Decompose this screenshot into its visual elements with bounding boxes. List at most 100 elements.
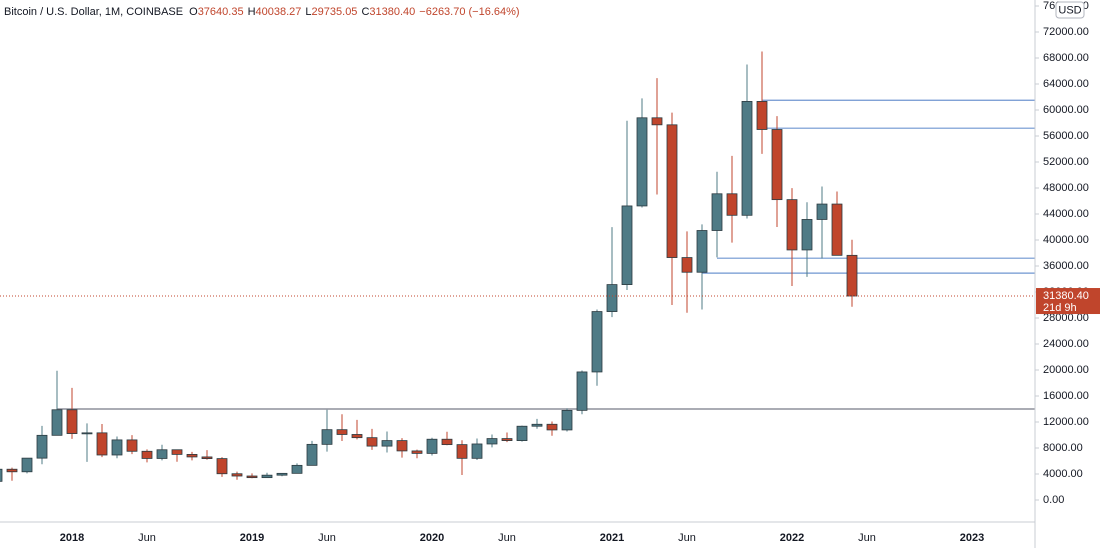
y-tick-label: 8000.00 bbox=[1043, 442, 1083, 454]
candle-body bbox=[156, 449, 168, 459]
candle-body bbox=[321, 429, 333, 445]
last-price-box bbox=[1036, 288, 1100, 315]
y-tick-label: 28000.00 bbox=[1043, 312, 1089, 324]
candle-body bbox=[516, 425, 528, 441]
candle-body bbox=[696, 230, 708, 273]
y-tick-label: 4000.00 bbox=[1043, 468, 1083, 480]
legend-header: Bitcoin / U.S. Dollar, 1M, COINBASE bbox=[4, 6, 183, 18]
candle-body bbox=[81, 432, 93, 435]
ohlc-value: 37640.35 bbox=[198, 6, 244, 18]
y-tick-label: 60000.00 bbox=[1043, 104, 1089, 116]
plot-area bbox=[0, 51, 1035, 482]
candle-body bbox=[66, 409, 78, 434]
candle-body bbox=[531, 423, 543, 427]
candle-body bbox=[771, 129, 783, 201]
currency-box bbox=[1055, 1, 1085, 19]
x-tick-label: 2018 bbox=[60, 532, 84, 544]
candle-body bbox=[681, 257, 693, 273]
candle-body bbox=[711, 193, 723, 231]
candle-body bbox=[606, 284, 618, 312]
candle-body bbox=[6, 468, 18, 473]
candle-body bbox=[576, 371, 588, 411]
ohlc-key: O bbox=[189, 6, 198, 18]
y-tick-label: 68000.00 bbox=[1043, 52, 1089, 64]
ohlc-key: H bbox=[248, 6, 256, 18]
x-tick-label: 2023 bbox=[960, 532, 984, 544]
candle-body bbox=[201, 456, 213, 459]
y-tick-label: 52000.00 bbox=[1043, 156, 1089, 168]
bar-countdown: 21d 9h bbox=[1043, 302, 1077, 314]
candle-body bbox=[366, 437, 378, 447]
candle-body bbox=[456, 444, 468, 459]
x-tick-label: 2021 bbox=[600, 532, 624, 544]
y-tick-label: 72000.00 bbox=[1043, 26, 1089, 38]
candle-body bbox=[396, 440, 408, 452]
y-tick-label: 16000.00 bbox=[1043, 390, 1089, 402]
candle-body bbox=[441, 438, 453, 446]
candle-body bbox=[621, 205, 633, 285]
candle-body bbox=[291, 464, 303, 474]
candle-body bbox=[231, 473, 243, 477]
candle-body bbox=[351, 434, 363, 439]
candle-body bbox=[726, 193, 738, 216]
candle-body bbox=[801, 219, 813, 251]
candle-body bbox=[651, 117, 663, 126]
candle-body bbox=[411, 450, 423, 454]
y-tick-label: 40000.00 bbox=[1043, 234, 1089, 246]
candle-body bbox=[381, 440, 393, 447]
candle-body bbox=[21, 457, 33, 473]
y-tick-label: 12000.00 bbox=[1043, 416, 1089, 428]
symbol-title: Bitcoin / U.S. Dollar, 1M, COINBASE bbox=[4, 6, 183, 18]
candle-body bbox=[51, 409, 63, 436]
candle-body bbox=[786, 199, 798, 251]
ohlc-value: 40038.27 bbox=[256, 6, 302, 18]
x-tick-label: 2020 bbox=[420, 532, 444, 544]
candle-body bbox=[171, 449, 183, 455]
candle-body bbox=[246, 475, 258, 479]
candle-body bbox=[36, 434, 48, 459]
candle-body bbox=[216, 458, 228, 475]
candle-body bbox=[96, 432, 108, 456]
x-tick-label: 2022 bbox=[780, 532, 804, 544]
candle-body bbox=[336, 429, 348, 435]
candle-body bbox=[0, 468, 3, 482]
candle-body bbox=[261, 474, 273, 479]
y-tick-label: 44000.00 bbox=[1043, 208, 1089, 220]
y-tick-label: 36000.00 bbox=[1043, 260, 1089, 272]
ohlc-key: L bbox=[305, 6, 311, 18]
candle-body bbox=[306, 443, 318, 466]
candle-body bbox=[666, 124, 678, 258]
y-tick-label: 0.00 bbox=[1043, 494, 1064, 506]
candle-body bbox=[831, 203, 843, 256]
ohlc-key: C bbox=[361, 6, 369, 18]
x-tick-label: Jun bbox=[138, 532, 156, 544]
price-change: −6263.70 (−16.64%) bbox=[419, 6, 519, 18]
ohlc-value: 29735.05 bbox=[312, 6, 358, 18]
candle-body bbox=[846, 254, 858, 297]
candle-body bbox=[276, 472, 288, 476]
candle-body bbox=[186, 454, 198, 458]
candle-body bbox=[636, 117, 648, 207]
candle-body bbox=[741, 101, 753, 216]
candle-body bbox=[426, 438, 438, 454]
candle-body bbox=[561, 409, 573, 431]
y-tick-label: 20000.00 bbox=[1043, 364, 1089, 376]
candle-body bbox=[111, 439, 123, 456]
candle-body bbox=[501, 438, 513, 441]
x-tick-label: Jun bbox=[858, 532, 876, 544]
y-tick-label: 64000.00 bbox=[1043, 78, 1089, 90]
candle-body bbox=[816, 203, 828, 220]
candle-body bbox=[141, 450, 153, 459]
x-tick-label: 2019 bbox=[240, 532, 264, 544]
candle-body bbox=[486, 438, 498, 445]
candle-body bbox=[126, 439, 138, 452]
candle-body bbox=[546, 423, 558, 431]
x-tick-label: Jun bbox=[498, 532, 516, 544]
x-tick-label: Jun bbox=[318, 532, 336, 544]
y-tick-label: 56000.00 bbox=[1043, 130, 1089, 142]
candle-body bbox=[591, 311, 603, 373]
candle-body bbox=[756, 101, 768, 130]
